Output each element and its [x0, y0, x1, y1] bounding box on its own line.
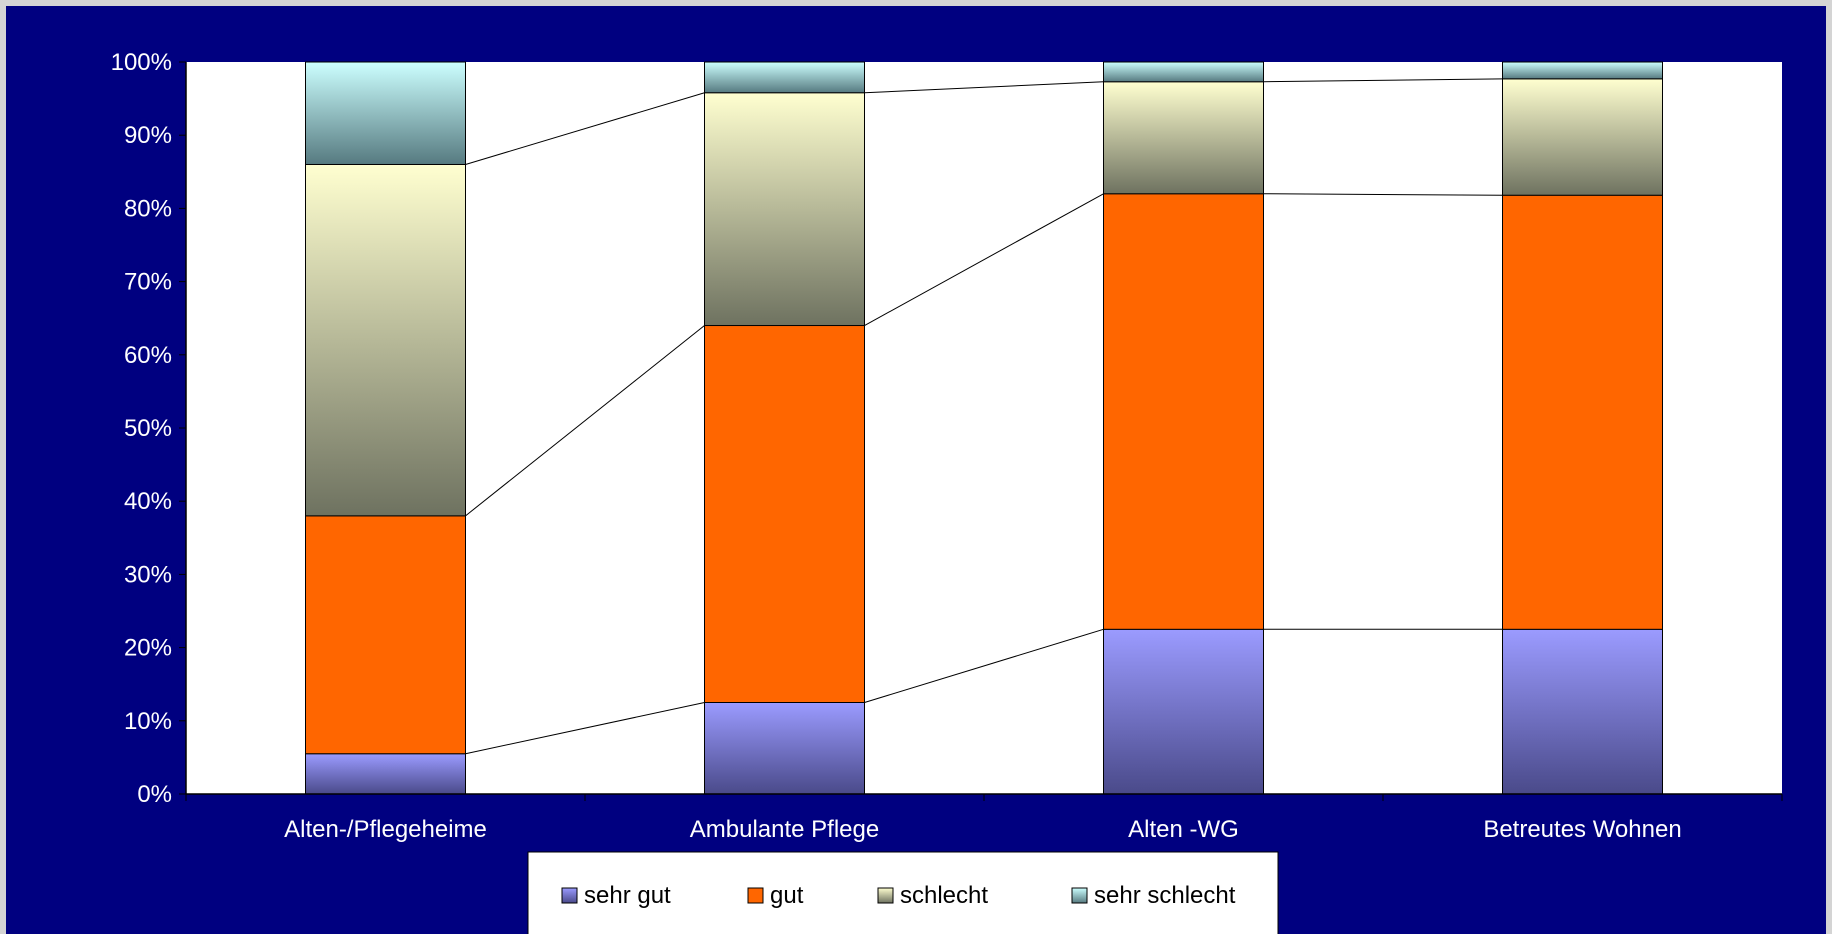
y-axis-ticks: 0% 10% 20% 30% 40% 50% 60% 70% 80% 90% 100%	[111, 49, 186, 808]
legend-swatch	[747, 887, 764, 904]
legend-label: sehr gut	[584, 882, 671, 909]
bar-segment	[704, 61, 865, 94]
bar-segment	[305, 753, 466, 795]
bars	[305, 61, 1663, 795]
y-tick-label: 70%	[124, 269, 172, 296]
bar-segment	[1502, 78, 1663, 196]
series-line	[864, 628, 1104, 703]
chart-frame: 0% 10% 20% 30% 40% 50% 60% 70% 80% 90% 100% Alten-…	[6, 6, 1826, 934]
legend-swatch	[1071, 887, 1088, 904]
y-tick-label: 40%	[124, 488, 172, 515]
y-tick-label: 50%	[124, 415, 172, 442]
bar-segment	[704, 92, 865, 327]
bar-segment	[1502, 628, 1663, 795]
bar-segment	[1502, 61, 1663, 80]
y-tick-label: 100%	[111, 49, 172, 76]
category-label: Ambulante Pflege	[690, 816, 879, 843]
series-line	[465, 702, 705, 755]
legend-label: gut	[770, 882, 804, 909]
bar-segment	[305, 163, 466, 517]
bar-segment	[305, 61, 466, 165]
stacked-bar-chart: 0% 10% 20% 30% 40% 50% 60% 70% 80% 90% 100% Alten-…	[111, 49, 1783, 934]
legend-swatch	[877, 887, 894, 904]
axes	[185, 62, 1783, 801]
legend-swatch	[561, 887, 578, 904]
category-label: Alten-/Pflegeheime	[284, 816, 487, 843]
bar-segment	[1103, 628, 1264, 795]
series-line	[864, 193, 1104, 326]
series-line	[465, 325, 705, 517]
series-line	[465, 92, 705, 165]
y-tick-label: 60%	[124, 342, 172, 369]
legend-label: sehr schlecht	[1094, 882, 1236, 909]
y-tick-label: 30%	[124, 561, 172, 588]
bar-segment	[1103, 61, 1264, 83]
y-tick-label: 20%	[124, 635, 172, 662]
legend: sehr gut gut schlecht sehr schlecht	[527, 851, 1279, 934]
x-axis-labels: Alten-/Pflegeheime Ambulante Pflege Alten …	[284, 816, 1682, 843]
y-tick-label: 90%	[124, 122, 172, 149]
series-lines	[465, 78, 1503, 755]
bar-segment	[1502, 194, 1663, 630]
bar-segment	[305, 515, 466, 755]
y-tick-label: 10%	[124, 708, 172, 735]
bar-segment	[1103, 193, 1264, 630]
bar-segment	[1103, 81, 1264, 195]
bar-segment	[704, 325, 865, 703]
category-label: Betreutes Wohnen	[1483, 816, 1681, 843]
legend-box	[527, 851, 1279, 934]
series-line	[1263, 193, 1503, 196]
series-line	[1263, 78, 1503, 83]
y-tick-label: 0%	[137, 781, 172, 808]
series-line	[864, 81, 1104, 94]
bar-segment	[704, 702, 865, 795]
legend-label: schlecht	[900, 882, 988, 909]
category-label: Alten -WG	[1128, 816, 1239, 843]
y-tick-label: 80%	[124, 195, 172, 222]
